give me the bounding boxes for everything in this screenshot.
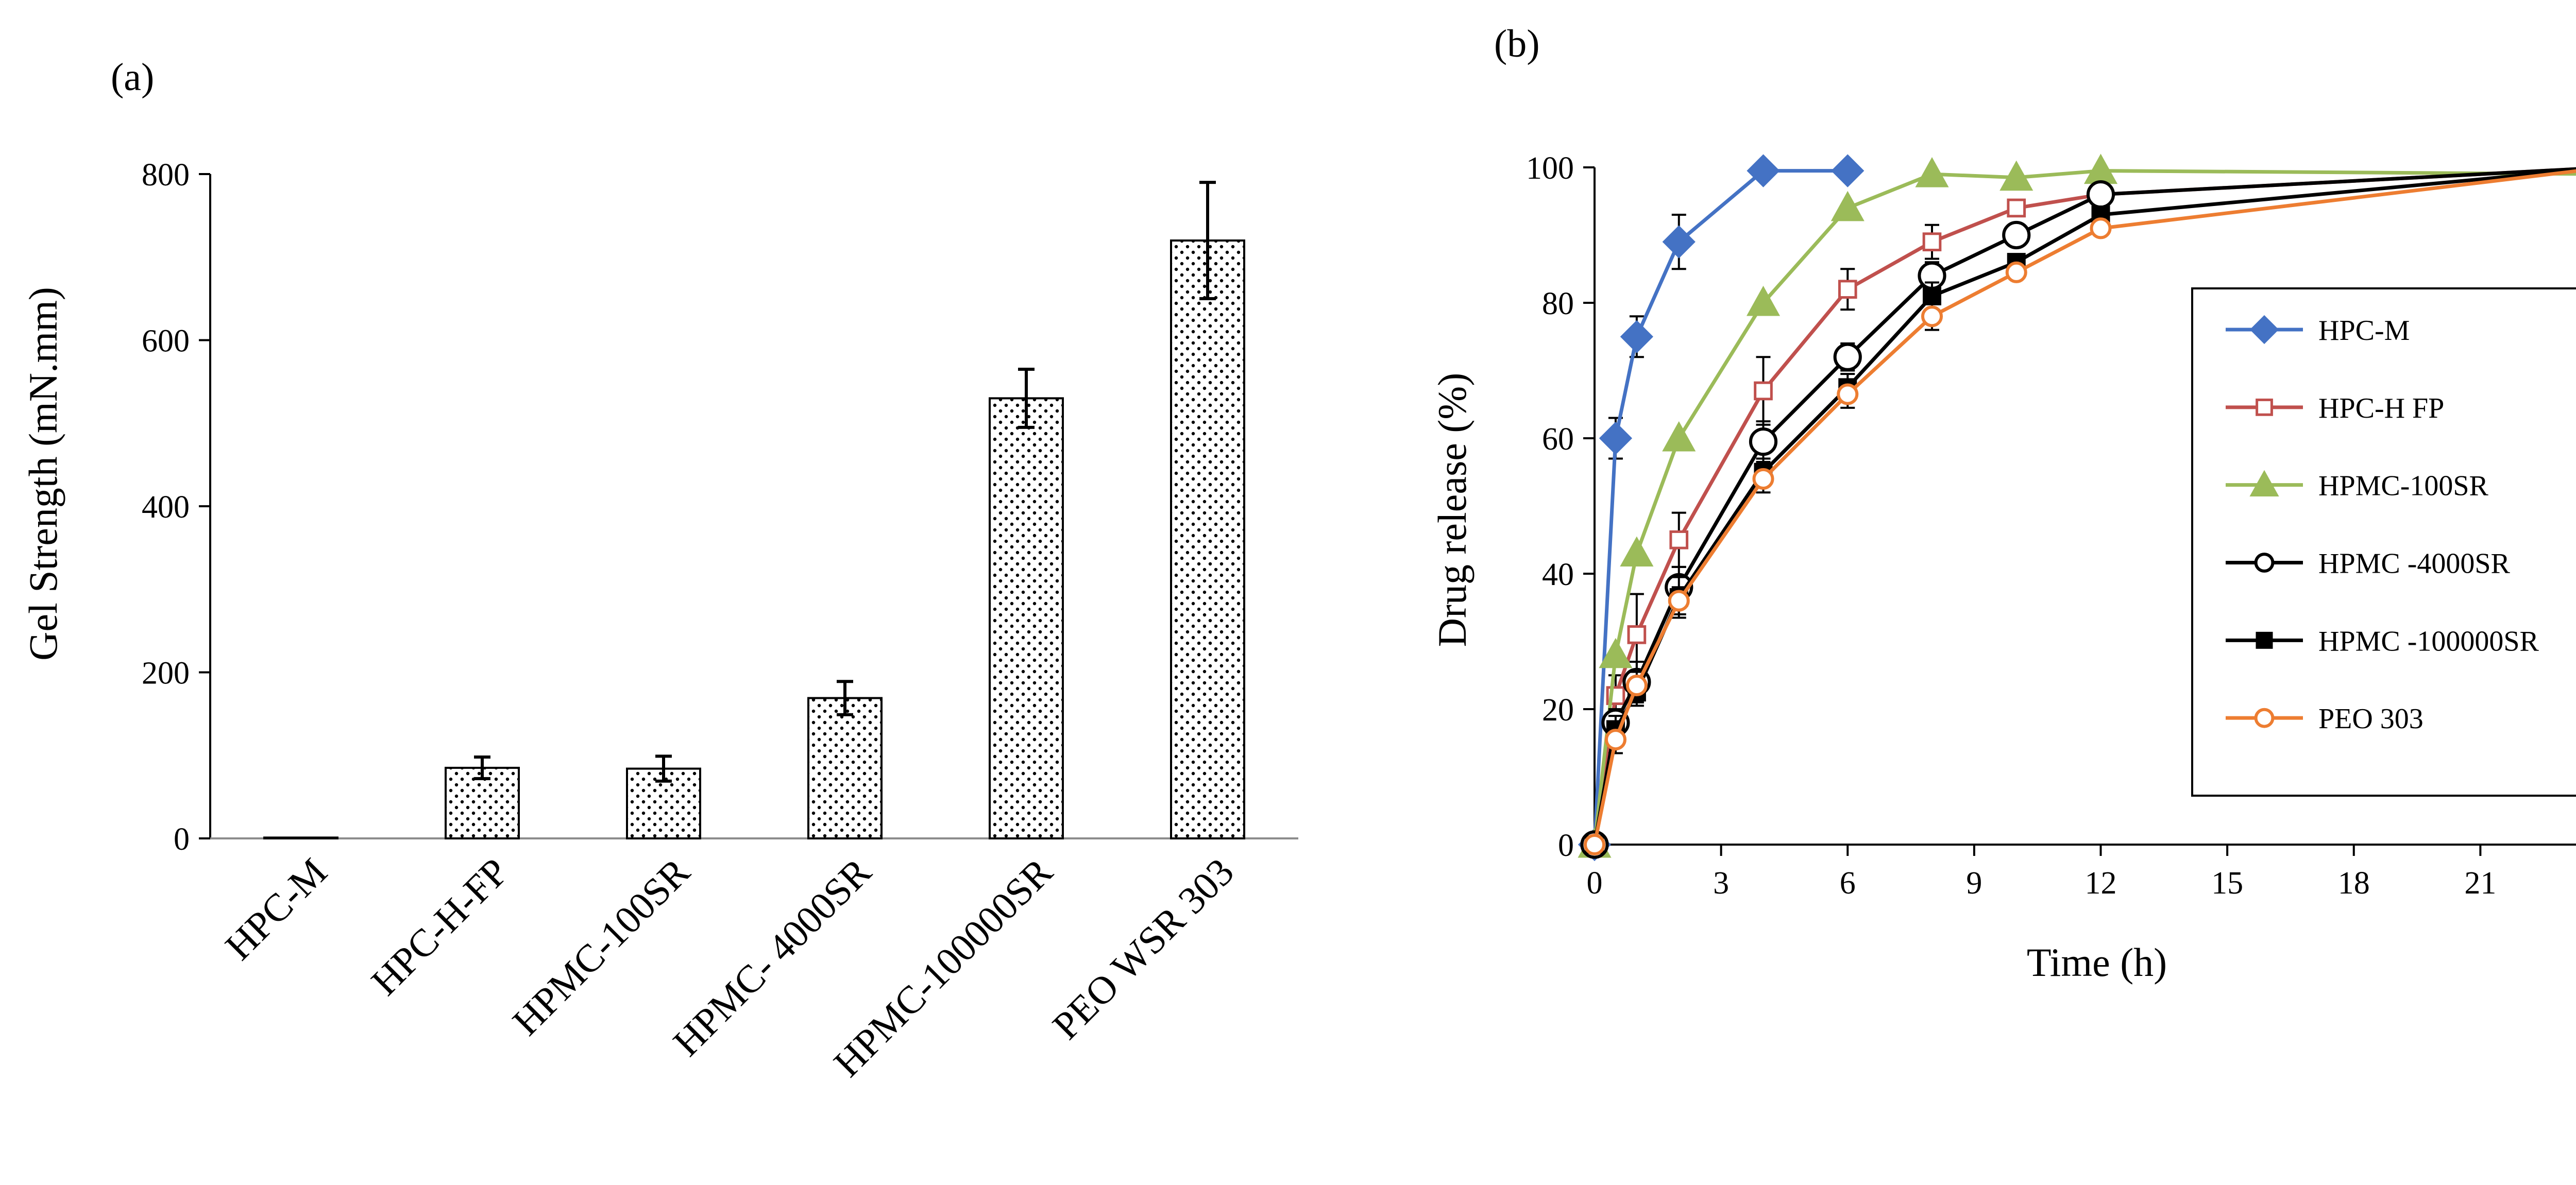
data-point xyxy=(1604,729,1626,751)
data-point xyxy=(1627,625,1647,644)
bar xyxy=(1170,239,1245,839)
drug-release-line-chart: (b) Drug release (%) Time (h) 0204060801… xyxy=(1430,22,2576,985)
legend-label: HPMC-100SR xyxy=(2318,470,2489,502)
legend-entry: PEO 303 xyxy=(2226,703,2424,735)
category-label: HPC-H-FP xyxy=(363,850,517,1004)
data-point xyxy=(1662,225,1696,259)
y-tick-label-b: 60 xyxy=(1542,422,1574,457)
y-tick-label-b: 20 xyxy=(1542,693,1574,728)
x-axis-title-b: Time (h) xyxy=(2027,940,2167,985)
series-line xyxy=(1592,169,2576,845)
data-point xyxy=(1838,280,1857,299)
legend-entry: HPC-M xyxy=(2226,315,2410,347)
y-axis-title-b: Drug release (%) xyxy=(1430,373,1475,647)
data-point xyxy=(2007,198,2026,218)
axes-a: 0 200 400 600 800 xyxy=(142,158,1298,857)
legend-box xyxy=(2191,287,2576,797)
data-point xyxy=(1746,285,1781,316)
data-point xyxy=(2256,398,2273,416)
data-point xyxy=(1749,427,1778,456)
data-point xyxy=(1662,421,1696,452)
series-b xyxy=(1578,153,2576,862)
data-point xyxy=(1831,154,1865,187)
x-tick-label-b: 18 xyxy=(2338,866,2370,901)
category-label: HPC-M xyxy=(217,850,335,969)
data-point xyxy=(2254,708,2275,728)
data-point xyxy=(1599,421,1633,455)
data-point xyxy=(2002,220,2031,250)
gel-strength-bar-chart: (a) Gel Strength (mN.mm) 0 200 400 600 800 H… xyxy=(21,56,1298,1085)
y-tick-label-b: 100 xyxy=(1526,151,1574,186)
data-point xyxy=(1669,530,1689,549)
y-tick-label-a: 200 xyxy=(142,656,190,691)
bars-a xyxy=(263,181,1245,840)
legend-label: HPMC -100000SR xyxy=(2318,625,2539,657)
series-0 xyxy=(1578,154,1865,862)
data-point xyxy=(1833,342,1862,371)
y-tick-label-a: 0 xyxy=(174,822,190,857)
y-tick-label-b: 80 xyxy=(1542,286,1574,321)
y-tick-label-a: 600 xyxy=(142,324,190,359)
data-point xyxy=(1921,305,1943,328)
legend-label: HPC-H FP xyxy=(2318,392,2444,424)
data-point xyxy=(2086,180,2115,209)
legend-label: HPMC -4000SR xyxy=(2318,548,2511,580)
x-tick-label-b: 0 xyxy=(1587,866,1603,901)
data-point xyxy=(1620,536,1654,567)
data-point xyxy=(1599,638,1633,668)
data-point xyxy=(1915,157,1949,187)
data-point xyxy=(2249,315,2279,345)
data-point xyxy=(2090,217,2112,239)
legend-entry: HPMC -100000SR xyxy=(2226,625,2539,657)
data-point xyxy=(1752,468,1774,490)
legend-entry: HPC-H FP xyxy=(2226,392,2444,424)
data-point xyxy=(1747,154,1780,187)
legend-label: HPC-M xyxy=(2318,315,2410,347)
category-label: HPMC-100SR xyxy=(504,850,698,1043)
legend-entry: HPMC -4000SR xyxy=(2226,548,2511,580)
data-point xyxy=(2249,470,2279,496)
panel-b-label: (b) xyxy=(1494,22,1540,65)
series-line xyxy=(1592,167,2576,845)
axes-b: 02040608010003691215182124 xyxy=(1526,151,2576,901)
category-label: PEO WSR 303 xyxy=(1044,850,1242,1048)
y-tick-label-a: 400 xyxy=(142,490,190,525)
legend-b: HPC-M HPC-H FP HPMC-100SR HPMC -4000SR HPMC … xyxy=(2191,287,2576,797)
data-point xyxy=(1922,232,1942,251)
data-point xyxy=(2256,631,2273,649)
y-tick-label-b: 40 xyxy=(1542,557,1574,592)
series-line xyxy=(1592,169,1848,845)
panel-a-label: (a) xyxy=(111,56,154,99)
bar xyxy=(989,397,1064,839)
data-point xyxy=(1668,590,1690,612)
data-point xyxy=(1837,383,1859,405)
bar xyxy=(807,697,883,840)
legend-entry: HPMC-100SR xyxy=(2226,470,2489,502)
y-axis-title-a: Gel Strength (mN.mm) xyxy=(21,287,65,661)
data-point xyxy=(1754,381,1773,401)
legend-label: PEO 303 xyxy=(2318,703,2424,735)
data-point xyxy=(2254,553,2275,573)
y-tick-label-a: 800 xyxy=(142,158,190,193)
x-tick-label-b: 6 xyxy=(1840,866,1856,901)
series-line xyxy=(1592,169,2576,845)
data-point xyxy=(1999,160,2033,191)
data-point xyxy=(1625,674,1648,697)
data-point xyxy=(1583,833,1606,856)
data-point xyxy=(1620,320,1653,353)
data-point xyxy=(1831,191,1865,221)
x-tick-label-b: 21 xyxy=(2464,866,2496,901)
x-tick-label-b: 3 xyxy=(1713,866,1729,901)
y-tick-label-b: 0 xyxy=(1558,828,1574,863)
x-tick-label-b: 9 xyxy=(1966,866,1982,901)
x-tick-label-b: 15 xyxy=(2211,866,2243,901)
x-tick-label-b: 12 xyxy=(2085,866,2117,901)
series-5 xyxy=(1583,169,2576,856)
data-point xyxy=(2005,261,2027,283)
bar xyxy=(263,836,338,839)
